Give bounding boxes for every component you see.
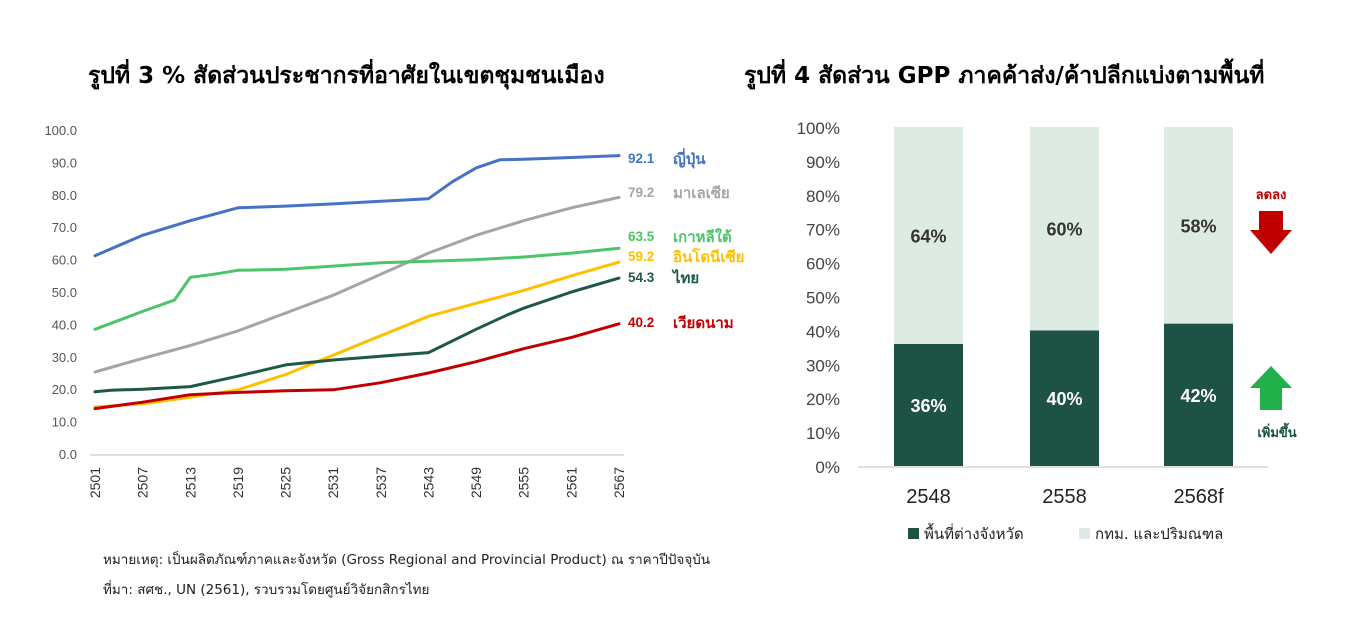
line-chart-y-tick: 30.0 <box>52 350 77 365</box>
series-name-label: เวียดนาม <box>673 314 734 332</box>
line-chart-x-tick: 2525 <box>278 467 294 498</box>
line-chart-y-tick: 0.0 <box>59 447 77 462</box>
bar-segment-พื้นที่ต่างจังหวัด <box>1030 330 1099 466</box>
line-chart-y-tick: 20.0 <box>52 382 77 397</box>
bar-chart-y-tick: 70% <box>806 221 840 240</box>
bar-category-label: 2548 <box>906 486 951 508</box>
series-value-label: 40.2 <box>628 315 654 330</box>
bar-chart-y-tick: 60% <box>806 255 840 274</box>
bar-segment-กทม. และปริมณฑล <box>1030 127 1099 331</box>
series-value-label: 54.3 <box>628 270 655 285</box>
line-chart-y-tick: 60.0 <box>52 253 77 268</box>
series-line-ญี่ปุ่น <box>93 154 621 258</box>
line-chart-x-tick: 2567 <box>611 467 627 498</box>
line-chart-x-tick: 2513 <box>182 467 198 498</box>
bar-segment-กทม. และปริมณฑล <box>894 127 963 344</box>
series-value-label: 59.2 <box>628 249 654 264</box>
series-line-เวียดนาม <box>93 322 621 411</box>
bar-data-label: 64% <box>910 226 946 246</box>
series-name-label: เกาหลีใต้ <box>673 228 732 246</box>
line-chart-title: รูปที่ 3 % สัดส่วนประชากรที่อาศัยในเขตชุ… <box>88 63 605 89</box>
bar-chart-title: รูปที่ 4 สัดส่วน GPP ภาคค้าส่ง/ค้าปลีกแบ… <box>744 63 1265 89</box>
bar-chart-y-tick: 90% <box>806 153 840 172</box>
bar-category-label: 2568f <box>1173 486 1223 508</box>
line-chart-y-tick: 90.0 <box>52 155 77 170</box>
line-chart-x-tick: 2507 <box>135 467 151 498</box>
series-line-ไทย <box>93 276 621 394</box>
increase-arrow-icon <box>1250 366 1292 410</box>
bar-chart-y-tick: 80% <box>806 187 840 206</box>
bar-segment-พื้นที่ต่างจังหวัด <box>1164 323 1233 466</box>
line-chart-y-tick: 80.0 <box>52 188 77 203</box>
series-name-label: ไทย <box>671 268 699 287</box>
bar-chart-y-tick: 0% <box>815 458 840 477</box>
legend-label: กทม. และปริมณฑล <box>1095 525 1223 543</box>
bar-data-label: 42% <box>1180 386 1216 406</box>
series-value-label: 79.2 <box>628 185 654 200</box>
legend-swatch <box>1079 528 1090 539</box>
line-chart-y-tick: 70.0 <box>52 220 77 235</box>
bar-data-label: 36% <box>910 396 946 416</box>
bar-data-label: 60% <box>1046 220 1082 240</box>
bar-category-label: 2558 <box>1042 486 1087 508</box>
line-chart-y-tick: 40.0 <box>52 317 77 332</box>
bar-chart-y-tick: 50% <box>806 289 840 308</box>
series-name-label: อินโดนีเซีย <box>673 247 744 266</box>
footnote-remark: หมายเหตุ: เป็นผลิตภัณฑ์ภาคและจังหวัด (Gr… <box>103 552 711 568</box>
bar-data-label: 58% <box>1180 216 1216 236</box>
increase-annotation-label: เพิ่มขึ้น <box>1257 422 1296 441</box>
bar-segment-กทม. และปริมณฑล <box>1164 127 1233 324</box>
line-chart-x-tick: 2555 <box>516 467 532 498</box>
line-chart-y-tick: 10.0 <box>52 415 77 430</box>
line-chart-x-tick: 2537 <box>373 467 389 498</box>
series-name-label: ญี่ปุ่น <box>673 148 706 169</box>
line-chart-x-tick: 2531 <box>325 467 341 498</box>
series-value-label: 63.5 <box>628 229 655 244</box>
decrease-annotation-label: ลดลง <box>1256 188 1287 203</box>
footnote-source: ที่มา: สศช., UN (2561), รวบรวมโดยศูนย์วิ… <box>103 582 430 598</box>
legend-swatch <box>908 528 919 539</box>
series-line-มาเลเซีย <box>93 195 621 374</box>
bar-chart-y-tick: 20% <box>806 390 840 409</box>
series-line-เกาหลีใต้ <box>93 246 621 331</box>
line-chart-x-tick: 2561 <box>563 467 579 498</box>
line-chart-y-tick: 100.0 <box>44 123 77 138</box>
line-chart-x-tick: 2549 <box>468 467 484 498</box>
line-chart-x-tick: 2501 <box>87 467 103 498</box>
line-chart-y-tick: 50.0 <box>52 285 77 300</box>
series-line-อินโดนีเซีย <box>93 260 621 409</box>
bar-chart-y-tick: 30% <box>806 356 840 375</box>
series-value-label: 92.1 <box>628 151 655 166</box>
bar-data-label: 40% <box>1046 389 1082 409</box>
series-name-label: มาเลเซีย <box>673 184 730 202</box>
bar-chart-y-tick: 100% <box>797 119 840 138</box>
bar-segment-พื้นที่ต่างจังหวัด <box>894 343 963 466</box>
line-chart-x-tick: 2519 <box>230 467 246 498</box>
bar-chart-y-tick: 10% <box>806 424 840 443</box>
legend-label: พื้นที่ต่างจังหวัด <box>924 523 1024 543</box>
decrease-arrow-icon <box>1250 211 1292 254</box>
line-chart-x-tick: 2543 <box>420 467 436 498</box>
bar-chart-y-tick: 40% <box>806 322 840 341</box>
